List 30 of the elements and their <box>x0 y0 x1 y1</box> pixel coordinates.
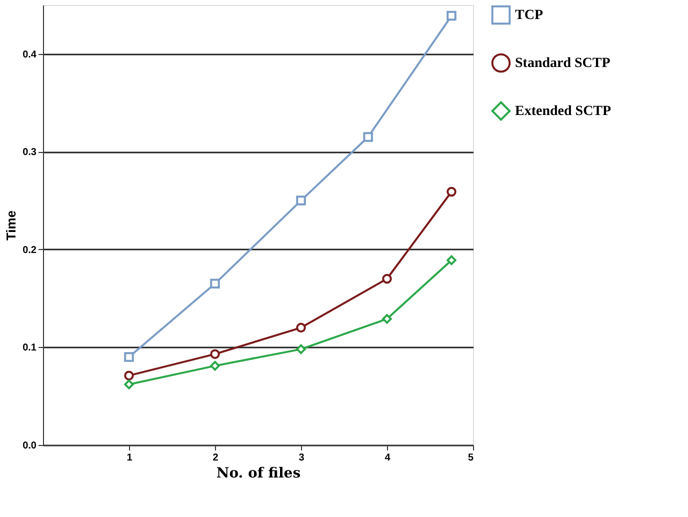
y-tick-label: 0.0 <box>22 440 37 452</box>
y-axis-title: Time <box>4 210 19 241</box>
legend-label: Extended SCTP <box>515 104 612 119</box>
x-axis-title: No. of files <box>216 466 301 482</box>
point <box>296 196 306 206</box>
y-tick-label: 0.4 <box>22 49 37 60</box>
point <box>382 314 392 324</box>
point <box>296 322 306 333</box>
point <box>446 186 456 197</box>
point <box>124 352 134 362</box>
point <box>210 360 220 371</box>
x-tick-label: 5 <box>468 452 474 464</box>
x-tick-label: 1 <box>126 452 133 464</box>
y-tick-label: 0.3 <box>22 147 37 158</box>
point <box>124 370 134 380</box>
y-tick-label: 0.1 <box>22 342 37 354</box>
legend-label: TCP <box>515 8 544 23</box>
x-tick-label: 4 <box>384 452 391 464</box>
point <box>363 132 373 142</box>
y-tick-label: 0.2 <box>22 244 37 256</box>
x-tick-label: 2 <box>212 452 219 464</box>
point <box>446 10 456 21</box>
point <box>210 349 220 359</box>
legend-label: Standard SCTP <box>515 56 611 71</box>
point <box>382 274 392 284</box>
point <box>296 344 306 354</box>
point <box>446 255 456 266</box>
x-tick-label: 3 <box>298 452 305 464</box>
point <box>124 380 134 390</box>
point <box>210 278 220 289</box>
